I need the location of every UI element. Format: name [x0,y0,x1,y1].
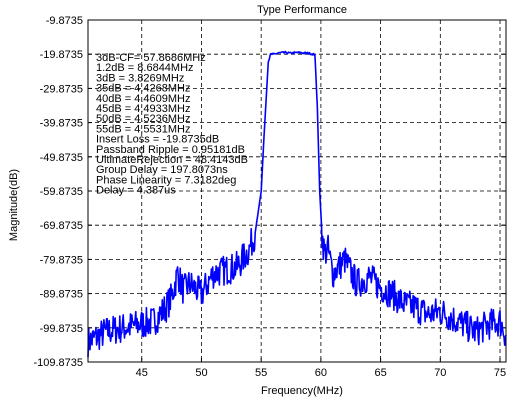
x-tick-label: 65 [374,367,386,379]
x-tick-label: 45 [136,367,148,379]
y-tick-label: -9.8735 [46,15,83,27]
y-tick-label: -49.8735 [40,152,83,164]
y-tick-label: -79.8735 [40,254,83,266]
y-tick-label: -109.8735 [33,357,83,369]
y-tick-label: -99.8735 [40,323,83,335]
annotation-line: 3dB-CF= 57.8686MHz [96,52,206,64]
y-tick-label: -69.8735 [40,220,83,232]
annotation-line: 35dB = 4.4268MHz [96,83,190,95]
x-tick-label: 70 [434,367,446,379]
chart-title: Type Performance [257,4,347,16]
y-tick-label: -39.8735 [40,118,83,130]
annotation-line: 50dB = 4.5236MHz [96,113,190,125]
annotation-line: 1.2dB = 8.6844MHz [96,62,194,74]
x-tick-label: 60 [315,367,327,379]
y-tick-label: -59.8735 [40,186,83,198]
plot-frame [87,19,507,363]
annotation-line: Passband Ripple = 0.95181dB [96,144,245,156]
annotation-line: Delay = 4.387us [96,185,176,197]
annotation-line: Group Delay = 197.8073ns [96,164,228,176]
x-axis-title: Frequency(MHz) [261,385,343,397]
magnitude-series-line [87,50,507,358]
annotation-line: 40dB = 4.4609MHz [96,93,190,105]
annotation-line: 45dB = 4.4933MHz [96,103,190,115]
annotation-line: Insert Loss = -19.8735dB [96,134,219,146]
y-tick-label: -19.8735 [40,49,83,61]
x-tick-label: 50 [195,367,207,379]
x-tick-label: 75 [494,367,506,379]
y-tick-label: -89.8735 [40,289,83,301]
y-tick-label: -29.8735 [40,83,83,95]
annotation-line: UltimateRejection = 48.4143dB [96,154,248,166]
x-tick-label: 55 [255,367,267,379]
annotation-line: 55dB = 4.5531MHz [96,123,190,135]
annotation-line: Phase Linearity = 7.3182deg [96,174,236,186]
annotation-line: 3dB = 3.8269MHz [96,72,184,84]
y-axis-title: Magnitude(dB) [8,169,20,241]
